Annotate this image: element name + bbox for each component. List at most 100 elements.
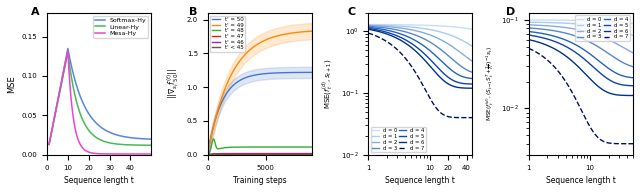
Softmax-Hy — [45, 141, 53, 144]
Mesa-Hy — [108, 153, 116, 155]
Y-axis label: MSE: MSE — [7, 75, 16, 93]
t' < 45 — [291, 153, 298, 156]
Softmax-Hy — [108, 132, 116, 134]
t' = 48 — [230, 146, 238, 148]
X-axis label: Sequence length t: Sequence length t — [64, 176, 134, 185]
Line: Softmax-Hy: Softmax-Hy — [49, 49, 151, 144]
t' < 45 — [251, 153, 259, 156]
t' = 47 — [308, 152, 316, 155]
t' = 50 — [204, 154, 211, 156]
t' < 45 — [222, 153, 230, 156]
Softmax-Hy — [138, 138, 146, 140]
t' = 50 — [273, 72, 281, 74]
t' = 48 — [308, 146, 316, 148]
t' = 46 — [204, 154, 211, 156]
t' = 49 — [273, 35, 281, 37]
Line: t' = 50: t' = 50 — [207, 72, 312, 155]
Legend: d = 0, d = 1, d = 2, d = 3, d = 4, d = 5, d = 6, d = 7: d = 0, d = 1, d = 2, d = 3, d = 4, d = 5… — [575, 16, 630, 41]
Mesa-Hy — [106, 153, 114, 155]
t' = 49 — [265, 37, 273, 40]
Softmax-Hy — [106, 131, 114, 134]
Legend: t' = 50, t' = 49, t' = 48, t' = 47, t' = 46, t' < 45: t' = 50, t' = 49, t' = 48, t' = 47, t' =… — [211, 16, 245, 52]
t' = 47 — [251, 152, 259, 155]
Legend: d = 0, d = 1, d = 2, d = 3, d = 4, d = 5, d = 6, d = 7: d = 0, d = 1, d = 2, d = 3, d = 4, d = 5… — [371, 127, 426, 152]
t' = 46 — [282, 153, 290, 155]
t' = 48 — [222, 146, 230, 149]
t' = 47 — [222, 152, 230, 155]
Line: t' = 46: t' = 46 — [207, 154, 312, 155]
Softmax-Hy — [147, 138, 155, 140]
Line: t' = 48: t' = 48 — [207, 139, 312, 155]
t' = 50 — [265, 72, 273, 74]
t' = 47 — [273, 152, 281, 155]
Line: Mesa-Hy: Mesa-Hy — [49, 51, 151, 154]
t' = 48 — [282, 146, 290, 148]
Linear-Hy — [106, 142, 114, 144]
Mesa-Hy — [138, 153, 146, 155]
t' < 45 — [204, 154, 211, 156]
t' = 48 — [266, 146, 273, 148]
t' = 46 — [230, 153, 238, 155]
Line: Linear-Hy: Linear-Hy — [49, 52, 151, 145]
Linear-Hy — [45, 143, 53, 146]
Linear-Hy — [45, 142, 53, 144]
Line: t' = 49: t' = 49 — [207, 31, 312, 155]
t' = 49 — [251, 45, 259, 47]
t' = 49 — [204, 154, 211, 156]
t' < 45 — [230, 153, 238, 156]
t' = 48 — [273, 146, 281, 148]
Y-axis label: $||\nabla_{s_t} f_{50}^{(t)}||$: $||\nabla_{s_t} f_{50}^{(t)}||$ — [166, 68, 181, 99]
t' = 49 — [282, 33, 290, 35]
t' < 45 — [308, 153, 316, 156]
Line: t' = 47: t' = 47 — [207, 154, 312, 155]
t' = 49 — [222, 85, 230, 87]
t' = 50 — [251, 74, 259, 76]
t' = 46 — [251, 153, 259, 155]
Softmax-Hy — [106, 132, 114, 134]
t' < 45 — [265, 153, 273, 156]
Y-axis label: $\mathrm{MSE}(f_t^{(d)}, s_{t+1})$: $\mathrm{MSE}(f_t^{(d)}, s_{t+1})$ — [320, 59, 335, 109]
t' = 50 — [230, 83, 238, 85]
Legend: Softmax-Hy, Linear-Hy, Mesa-Hy: Softmax-Hy, Linear-Hy, Mesa-Hy — [93, 16, 148, 38]
Y-axis label: $\mathrm{MSE}(f_t^{(d)}, (S_{t\!-\!1}S_t^T\!+\!\frac{1}{\Lambda}I)^{-1}s_t)$: $\mathrm{MSE}(f_t^{(d)}, (S_{t\!-\!1}S_t… — [484, 46, 496, 121]
Text: D: D — [506, 7, 515, 17]
Linear-Hy — [132, 144, 140, 146]
Linear-Hy — [64, 51, 72, 54]
X-axis label: Sequence length t: Sequence length t — [546, 176, 616, 185]
t' = 50 — [308, 71, 316, 74]
Linear-Hy — [138, 144, 146, 146]
t' = 50 — [282, 71, 290, 74]
Softmax-Hy — [64, 47, 72, 50]
t' = 48 — [251, 146, 259, 148]
X-axis label: Training steps: Training steps — [233, 176, 287, 185]
Text: C: C — [348, 7, 355, 17]
t' < 45 — [282, 153, 290, 156]
t' = 47 — [230, 152, 238, 155]
Mesa-Hy — [64, 50, 72, 52]
Mesa-Hy — [45, 143, 53, 146]
Mesa-Hy — [147, 153, 155, 155]
t' = 46 — [265, 153, 273, 155]
Text: B: B — [189, 7, 197, 17]
Linear-Hy — [147, 144, 155, 146]
Linear-Hy — [108, 142, 116, 145]
t' = 47 — [204, 154, 211, 156]
Mesa-Hy — [132, 153, 140, 155]
Linear-Hy — [106, 142, 114, 144]
Softmax-Hy — [45, 143, 53, 145]
t' = 47 — [282, 152, 290, 155]
t' = 49 — [230, 68, 238, 70]
t' = 50 — [222, 93, 230, 95]
Mesa-Hy — [106, 153, 114, 155]
t' = 46 — [222, 153, 230, 155]
Softmax-Hy — [132, 137, 140, 139]
Mesa-Hy — [45, 142, 53, 144]
t' = 48 — [210, 138, 218, 140]
t' = 46 — [273, 153, 281, 155]
t' = 46 — [308, 153, 316, 155]
Text: A: A — [31, 7, 40, 17]
t' = 48 — [204, 154, 211, 156]
t' = 47 — [265, 152, 273, 155]
t' = 49 — [308, 30, 316, 32]
t' < 45 — [273, 153, 281, 156]
